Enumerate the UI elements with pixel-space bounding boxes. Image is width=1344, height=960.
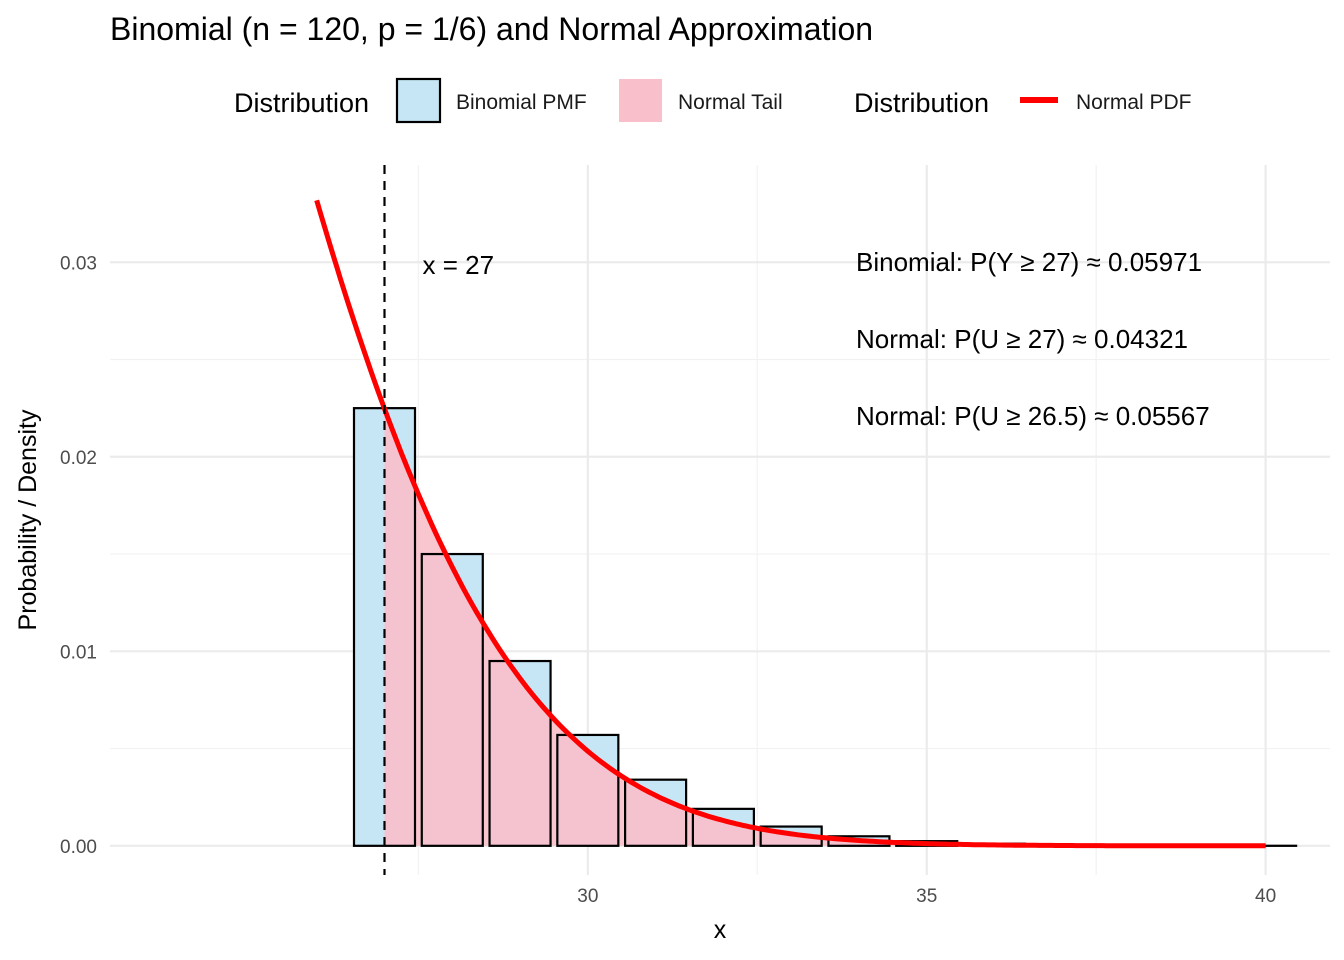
legend-label-binomial-pmf: Binomial PMF	[456, 91, 587, 114]
y-tick-label: 0.00	[60, 837, 97, 858]
normal-tail-area	[384, 408, 1266, 846]
annotations: Binomial: P(Y ≥ 27) ≈ 0.05971 Normal: P(U…	[856, 247, 1210, 431]
x-axis-title: x	[714, 916, 727, 944]
legend-label-normal-tail: Normal Tail	[678, 91, 783, 114]
bar-outline	[624, 778, 688, 847]
normal-pdf-line	[314, 199, 1266, 849]
legend-key-normal-tail	[619, 79, 662, 122]
y-tick-label: 0.02	[60, 448, 97, 469]
legend-label-normal-pdf: Normal PDF	[1076, 91, 1192, 114]
y-axis-title: Probability / Density	[14, 409, 42, 630]
x-tick-label: 40	[1255, 886, 1276, 907]
bar-outline	[420, 552, 484, 847]
chart-title: Binomial (n = 120, p = 1/6) and Normal A…	[110, 11, 873, 47]
x-axis-ticks: 30 35 40	[577, 886, 1276, 907]
plot-area: x = 27 Binomial: P(Y ≥ 27) ≈ 0.05971 Norm…	[110, 165, 1330, 875]
grid	[110, 165, 1330, 875]
reference-line-label: x = 27	[423, 250, 495, 280]
y-tick-label: 0.03	[60, 253, 97, 274]
y-tick-label: 0.01	[60, 642, 97, 663]
bar-outline	[556, 733, 620, 847]
legend-title-fill: Distribution	[234, 88, 369, 118]
bar-outline	[488, 659, 552, 847]
y-axis-ticks: 0.00 0.01 0.02 0.03	[60, 253, 97, 858]
legend-key-binomial-pmf	[395, 77, 442, 124]
legend: Distribution Binomial PMF Normal Tail Di…	[234, 77, 1192, 124]
annotation-text: Normal: P(U ≥ 27) ≈ 0.04321	[856, 324, 1188, 354]
annotation-text: Normal: P(U ≥ 26.5) ≈ 0.05567	[856, 401, 1210, 431]
legend-title-line: Distribution	[854, 88, 989, 118]
annotation-text: Binomial: P(Y ≥ 27) ≈ 0.05971	[856, 247, 1202, 277]
x-tick-label: 30	[577, 886, 598, 907]
x-tick-label: 35	[916, 886, 937, 907]
